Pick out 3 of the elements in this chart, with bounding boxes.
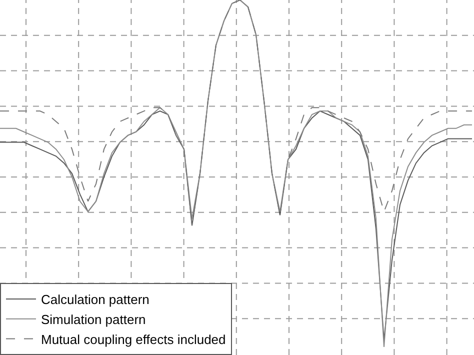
- legend-label: Mutual coupling effects included: [41, 332, 226, 347]
- legend-label: Simulation pattern: [41, 312, 146, 327]
- legend-label: Calculation pattern: [41, 292, 150, 308]
